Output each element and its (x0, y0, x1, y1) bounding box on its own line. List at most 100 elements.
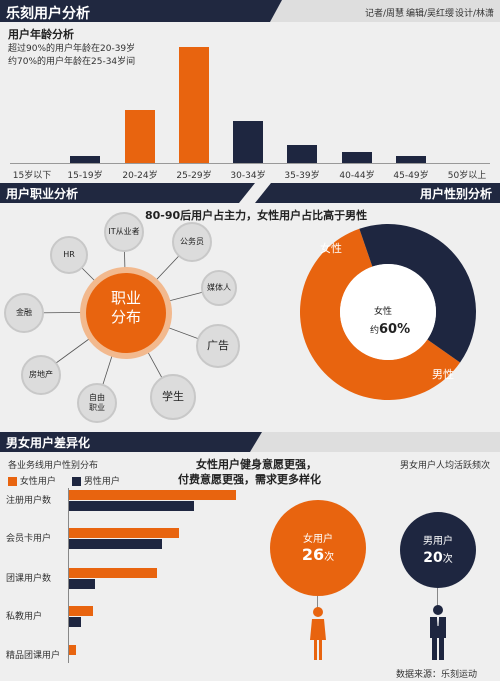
credit-reporter: 记者/周慧 (365, 9, 405, 19)
gender-donut-chart (300, 224, 476, 400)
age-tick-label-0: 15岁以下 (12, 171, 52, 181)
credit-design: 设计/林潇 (455, 9, 495, 19)
occupation-label-student: 学生 (162, 390, 184, 404)
age-bar-3 (179, 47, 209, 163)
donut-slice-1 (359, 224, 476, 363)
business-line-label-3: 私教用户 (6, 612, 43, 622)
age-tick-label-2: 20-24岁 (122, 171, 158, 181)
occupation-label-it: IT从业者 (108, 227, 140, 237)
gender-header-bar (255, 183, 500, 203)
business-line-label-1: 会员卡用户 (6, 534, 52, 544)
occupation-label-finance: 金融 (16, 308, 32, 318)
occupation-label-realestate: 房地产 (29, 370, 53, 380)
legend-female: 女性用户 (8, 474, 56, 487)
credit-editor: 编辑/吴红缨 (406, 9, 455, 19)
business-line-bar-0-0 (68, 490, 236, 500)
occupation-bubble-it: IT从业者 (104, 212, 144, 252)
occupation-center-line1: 职业 (110, 289, 141, 307)
legend-male: 男性用户 (72, 474, 120, 487)
diff-subtitle: 各业务线用户性别分布 (8, 461, 99, 471)
female-person-icon (310, 607, 326, 660)
legend-female-label: 女性用户 (19, 477, 56, 487)
top-header-accent (270, 0, 500, 22)
diff-header-accent (250, 432, 500, 452)
age-tick-label-4: 30-34岁 (230, 171, 266, 181)
age-tick-label-6: 40-44岁 (339, 171, 375, 181)
occupation-bubble-student: 学生 (150, 374, 196, 420)
business-line-bar-3-0 (68, 606, 93, 616)
age-bar-6 (342, 152, 372, 163)
donut-center-percent: 60% (379, 322, 411, 337)
occupation-bubble-freelance: 自由 职业 (77, 383, 117, 423)
male-freq-circle: 男用户 20次 (400, 512, 476, 588)
male-freq-stem (437, 588, 438, 610)
page-title: 乐刻用户分析 (6, 6, 90, 22)
female-freq-stem (317, 596, 318, 610)
donut-male-label: 男性 (432, 368, 454, 381)
occupation-bubble-civil-servant: 公务员 (172, 222, 212, 262)
age-tick-label-8: 50岁以上 (447, 171, 487, 181)
male-freq-label: 男用户 (423, 536, 453, 547)
female-freq-value-wrap: 26次 (270, 545, 366, 564)
business-line-bar-2-1 (68, 579, 95, 589)
business-line-bar-1-0 (68, 528, 179, 538)
age-bar-7 (396, 156, 426, 163)
occupation-header: 用户职业分析 (6, 187, 79, 201)
donut-hole (340, 264, 436, 360)
age-note-2: 约70%的用户年龄在25-34岁间 (8, 57, 136, 67)
business-line-bar-0-1 (68, 501, 194, 511)
age-tick-label-1: 15-19岁 (67, 171, 103, 181)
donut-center-prefix: 约 (370, 326, 380, 336)
business-line-bar-1-1 (68, 539, 162, 549)
business-line-axis (68, 488, 69, 663)
occupation-center-circle: 职业 分布 (86, 273, 166, 353)
diff-header: 男女用户差异化 (6, 436, 91, 450)
gender-headline: 80-90后用户占主力，女性用户占比高于男性 (145, 209, 368, 222)
occupation-label-civil-servant: 公务员 (180, 237, 204, 247)
business-line-bar-2-0 (68, 568, 157, 578)
female-freq-label: 女用户 (303, 534, 333, 545)
occupation-label-advertising: 广告 (207, 339, 229, 353)
freq-title: 男女用户人均活跃频次 (400, 461, 491, 471)
data-source: 数据来源：乐刻运动 (396, 670, 478, 680)
age-bar-1 (70, 156, 100, 163)
age-axis-line (10, 163, 490, 164)
donut-center-value: 约60% (370, 318, 410, 337)
age-bar-4 (233, 121, 263, 163)
donut-slice-0 (300, 228, 461, 400)
age-bar-5 (287, 145, 317, 163)
business-line-bar-3-1 (68, 617, 81, 627)
occupation-bubble-hr: HR (50, 236, 88, 274)
occupation-label-freelance: 自由 职业 (89, 393, 105, 412)
age-tick-label-5: 35-39岁 (284, 171, 320, 181)
donut-center-label: 女性 (374, 307, 393, 317)
business-line-label-2: 团课用户数 (6, 574, 52, 584)
business-line-bar-4-0 (68, 645, 76, 655)
gender-header: 用户性别分析 (420, 187, 493, 201)
diff-headline-1: 女性用户健身意愿更强， (196, 458, 317, 471)
occupation-label-hr: HR (63, 250, 75, 260)
legend-male-swatch (72, 477, 81, 486)
age-tick-label-3: 25-29岁 (176, 171, 212, 181)
occupation-bubble-realestate: 房地产 (21, 355, 61, 395)
occupation-bubble-media: 媒体人 (201, 270, 237, 306)
female-freq-circle: 女用户 26次 (270, 500, 366, 596)
female-freq-unit: 次 (324, 552, 335, 563)
age-bar-chart: 15岁以下 15-19岁 20-24岁 25-29岁 30-34岁 35-39岁 40-44… (0, 40, 500, 181)
business-line-label-4: 精品团课用户 (6, 651, 61, 661)
male-freq-value: 20 (423, 550, 443, 566)
age-bar-2 (125, 110, 155, 163)
male-freq-unit: 次 (442, 554, 453, 565)
business-line-bar-chart: 注册用户数会员卡用户团课用户数私教用户精品团课用户 (0, 488, 260, 668)
legend-male-label: 男性用户 (83, 477, 120, 487)
occupation-bubble-advertising: 广告 (196, 324, 240, 368)
diff-headline-2: 付费意愿更强，需求更多样化 (178, 473, 321, 486)
occupation-header-bar (0, 183, 255, 203)
business-line-label-0: 注册用户数 (6, 496, 52, 506)
legend-female-swatch (8, 477, 17, 486)
donut-female-label: 女性 (320, 242, 342, 255)
age-tick-label-7: 45-49岁 (393, 171, 429, 181)
occupation-center-line2: 分布 (110, 307, 141, 326)
occupation-label-media: 媒体人 (207, 283, 231, 293)
male-person-icon (430, 605, 446, 660)
